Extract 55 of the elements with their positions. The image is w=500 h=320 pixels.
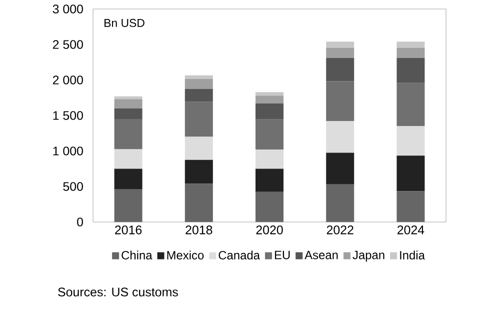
- y-tick-label: 1 500: [53, 111, 83, 120]
- y-tick-label: 1 000: [53, 146, 83, 156]
- bar: [396, 82, 425, 126]
- legend-label: Asean: [304, 250, 338, 260]
- bar: [256, 96, 284, 104]
- annotation: Bn USD: [104, 18, 144, 28]
- x-tick-label: 2022: [326, 226, 354, 234]
- legend-label: Canada: [218, 250, 260, 260]
- bar: [256, 168, 284, 192]
- bar: [396, 126, 425, 156]
- source-note: Sources: US customs: [58, 288, 178, 296]
- bar: [184, 184, 213, 222]
- bar: [184, 136, 213, 160]
- bar: [326, 58, 354, 82]
- bar: [256, 192, 284, 222]
- bar: [256, 150, 284, 169]
- bar: [256, 119, 284, 150]
- bar: [326, 184, 354, 222]
- x-tick-label: 2024: [397, 226, 424, 234]
- y-tick-label: 2 000: [52, 76, 83, 84]
- legend-label: India: [400, 250, 425, 260]
- bar: [396, 42, 425, 48]
- y-tick-label: 3 000: [52, 4, 83, 14]
- bar: [396, 156, 425, 192]
- bar: [114, 168, 142, 190]
- bar: [184, 160, 213, 184]
- bar: [256, 92, 284, 96]
- bar: [184, 102, 213, 137]
- bar: [326, 42, 354, 48]
- legend-label: Japan: [352, 250, 384, 262]
- x-tick-label: 2018: [186, 226, 212, 234]
- legend-label: EU: [274, 250, 290, 260]
- bar: [114, 108, 142, 120]
- legend-label: Mexico: [167, 250, 204, 260]
- bar: [184, 88, 213, 102]
- bar: [114, 189, 142, 222]
- bar: [256, 103, 284, 120]
- bar: [184, 75, 213, 79]
- x-tick-label: 2016: [115, 226, 142, 234]
- bar: [184, 78, 213, 89]
- y-tick-label: 500: [63, 182, 83, 191]
- x-tick-label: 2020: [256, 226, 283, 234]
- bar: [326, 48, 354, 58]
- bar: [114, 119, 142, 150]
- y-tick-label: 2 500: [52, 40, 83, 49]
- y-tick-label: 0: [77, 218, 83, 226]
- bar: [396, 191, 425, 222]
- legend-label: China: [122, 250, 152, 260]
- bar: [326, 152, 354, 184]
- bar: [396, 58, 425, 83]
- bar: [326, 121, 354, 153]
- bar: [114, 149, 142, 169]
- bar: [396, 48, 425, 58]
- bar: [326, 81, 354, 122]
- bar: [114, 99, 142, 108]
